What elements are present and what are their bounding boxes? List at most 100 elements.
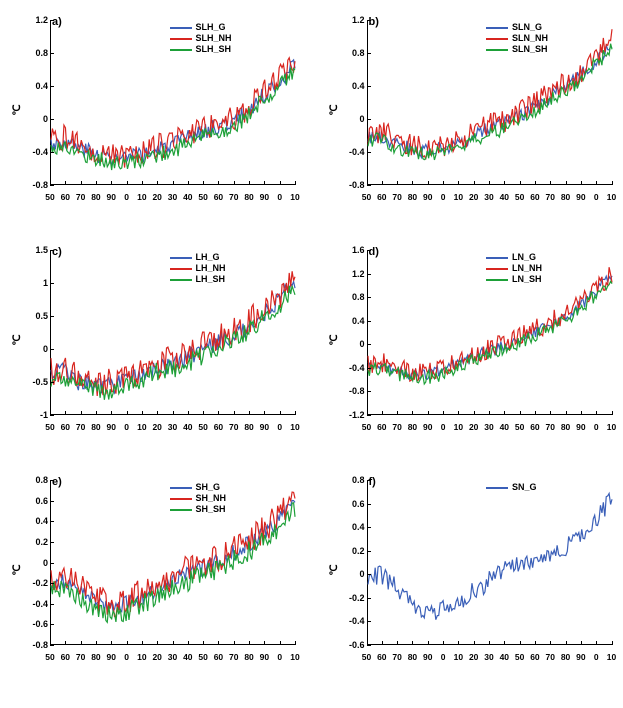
x-tick: [188, 181, 189, 185]
series-line: [368, 29, 612, 158]
y-axis-label: ℃: [329, 334, 340, 345]
x-tick: [550, 181, 551, 185]
x-tick-label: 90: [576, 192, 585, 202]
plot-area: [367, 20, 612, 185]
y-tick: [367, 645, 371, 646]
y-tick-label: 0: [359, 339, 364, 349]
y-tick-label: -0.2: [32, 578, 48, 588]
y-tick: [50, 480, 54, 481]
x-tick-label: 80: [91, 422, 100, 432]
y-tick-label: 1.6: [352, 245, 365, 255]
x-tick-label: 50: [45, 422, 54, 432]
x-tick: [173, 411, 174, 415]
x-tick: [50, 181, 51, 185]
y-tick-label: -0.8: [32, 640, 48, 650]
y-tick: [367, 250, 371, 251]
y-tick-label: -1.2: [349, 410, 365, 420]
y-tick-label: 1.5: [35, 245, 48, 255]
x-tick-label: 80: [91, 192, 100, 202]
y-tick: [50, 604, 54, 605]
x-tick: [157, 641, 158, 645]
x-tick-label: 80: [561, 422, 570, 432]
x-tick: [596, 411, 597, 415]
y-tick-label: -0.4: [349, 147, 365, 157]
y-tick-label: -0.4: [32, 147, 48, 157]
x-tick: [489, 411, 490, 415]
y-tick: [367, 415, 371, 416]
x-tick-label: 80: [561, 192, 570, 202]
x-tick: [203, 411, 204, 415]
x-tick-label: 10: [290, 192, 299, 202]
y-tick-label: 0.4: [352, 522, 365, 532]
x-tick-label: 50: [45, 652, 54, 662]
x-tick: [111, 411, 112, 415]
y-tick: [50, 119, 54, 120]
x-tick: [428, 641, 429, 645]
x-tick-label: 60: [214, 192, 223, 202]
x-tick-label: 60: [530, 652, 539, 662]
y-tick: [50, 20, 54, 21]
y-tick: [50, 501, 54, 502]
x-tick-label: 60: [61, 422, 70, 432]
x-tick: [612, 411, 613, 415]
x-tick-label: 40: [500, 192, 509, 202]
x-tick: [428, 181, 429, 185]
x-tick: [520, 411, 521, 415]
x-tick: [173, 181, 174, 185]
x-tick-label: 30: [168, 422, 177, 432]
x-tick: [550, 641, 551, 645]
y-tick: [367, 527, 371, 528]
x-tick-label: 60: [530, 192, 539, 202]
x-tick: [127, 411, 128, 415]
plot-area: [367, 480, 612, 645]
x-tick: [458, 641, 459, 645]
y-tick-label: -0.6: [32, 619, 48, 629]
x-tick-label: 80: [244, 192, 253, 202]
x-tick-label: 0: [441, 422, 446, 432]
x-tick: [397, 641, 398, 645]
x-tick-label: 90: [107, 192, 116, 202]
panel-b: b)℃SLN_GSLN_NHSLN_SH-0.8-0.400.40.81.250…: [327, 10, 617, 210]
x-tick-label: 90: [107, 422, 116, 432]
x-tick: [612, 181, 613, 185]
x-tick: [397, 411, 398, 415]
y-tick: [50, 624, 54, 625]
x-tick: [264, 641, 265, 645]
x-tick: [412, 181, 413, 185]
y-tick-label: 0.8: [352, 292, 365, 302]
x-tick: [111, 641, 112, 645]
x-tick: [127, 641, 128, 645]
x-tick: [489, 641, 490, 645]
x-tick: [520, 641, 521, 645]
y-tick-label: 0: [43, 558, 48, 568]
series-svg: [51, 250, 295, 414]
x-tick-label: 80: [561, 652, 570, 662]
x-tick-label: 30: [168, 652, 177, 662]
x-tick-label: 90: [260, 192, 269, 202]
x-tick-label: 0: [594, 422, 599, 432]
x-tick: [50, 641, 51, 645]
x-tick: [458, 181, 459, 185]
x-tick: [111, 181, 112, 185]
x-tick-label: 40: [183, 192, 192, 202]
y-tick-label: -0.2: [349, 593, 365, 603]
x-tick: [504, 411, 505, 415]
y-tick-label: -0.8: [32, 180, 48, 190]
y-axis-label: ℃: [12, 564, 23, 575]
x-tick-label: 0: [594, 192, 599, 202]
x-tick: [535, 641, 536, 645]
plot-area: [50, 250, 295, 415]
x-tick-label: 70: [546, 422, 555, 432]
x-tick-label: 70: [229, 422, 238, 432]
series-svg: [368, 20, 612, 184]
x-tick-label: 80: [408, 192, 417, 202]
y-tick-label: -0.6: [349, 640, 365, 650]
x-tick: [535, 411, 536, 415]
y-tick: [50, 349, 54, 350]
x-tick: [474, 411, 475, 415]
x-tick-label: 10: [137, 422, 146, 432]
x-tick: [188, 411, 189, 415]
plot-area: [50, 480, 295, 645]
x-tick: [458, 411, 459, 415]
y-tick: [50, 152, 54, 153]
